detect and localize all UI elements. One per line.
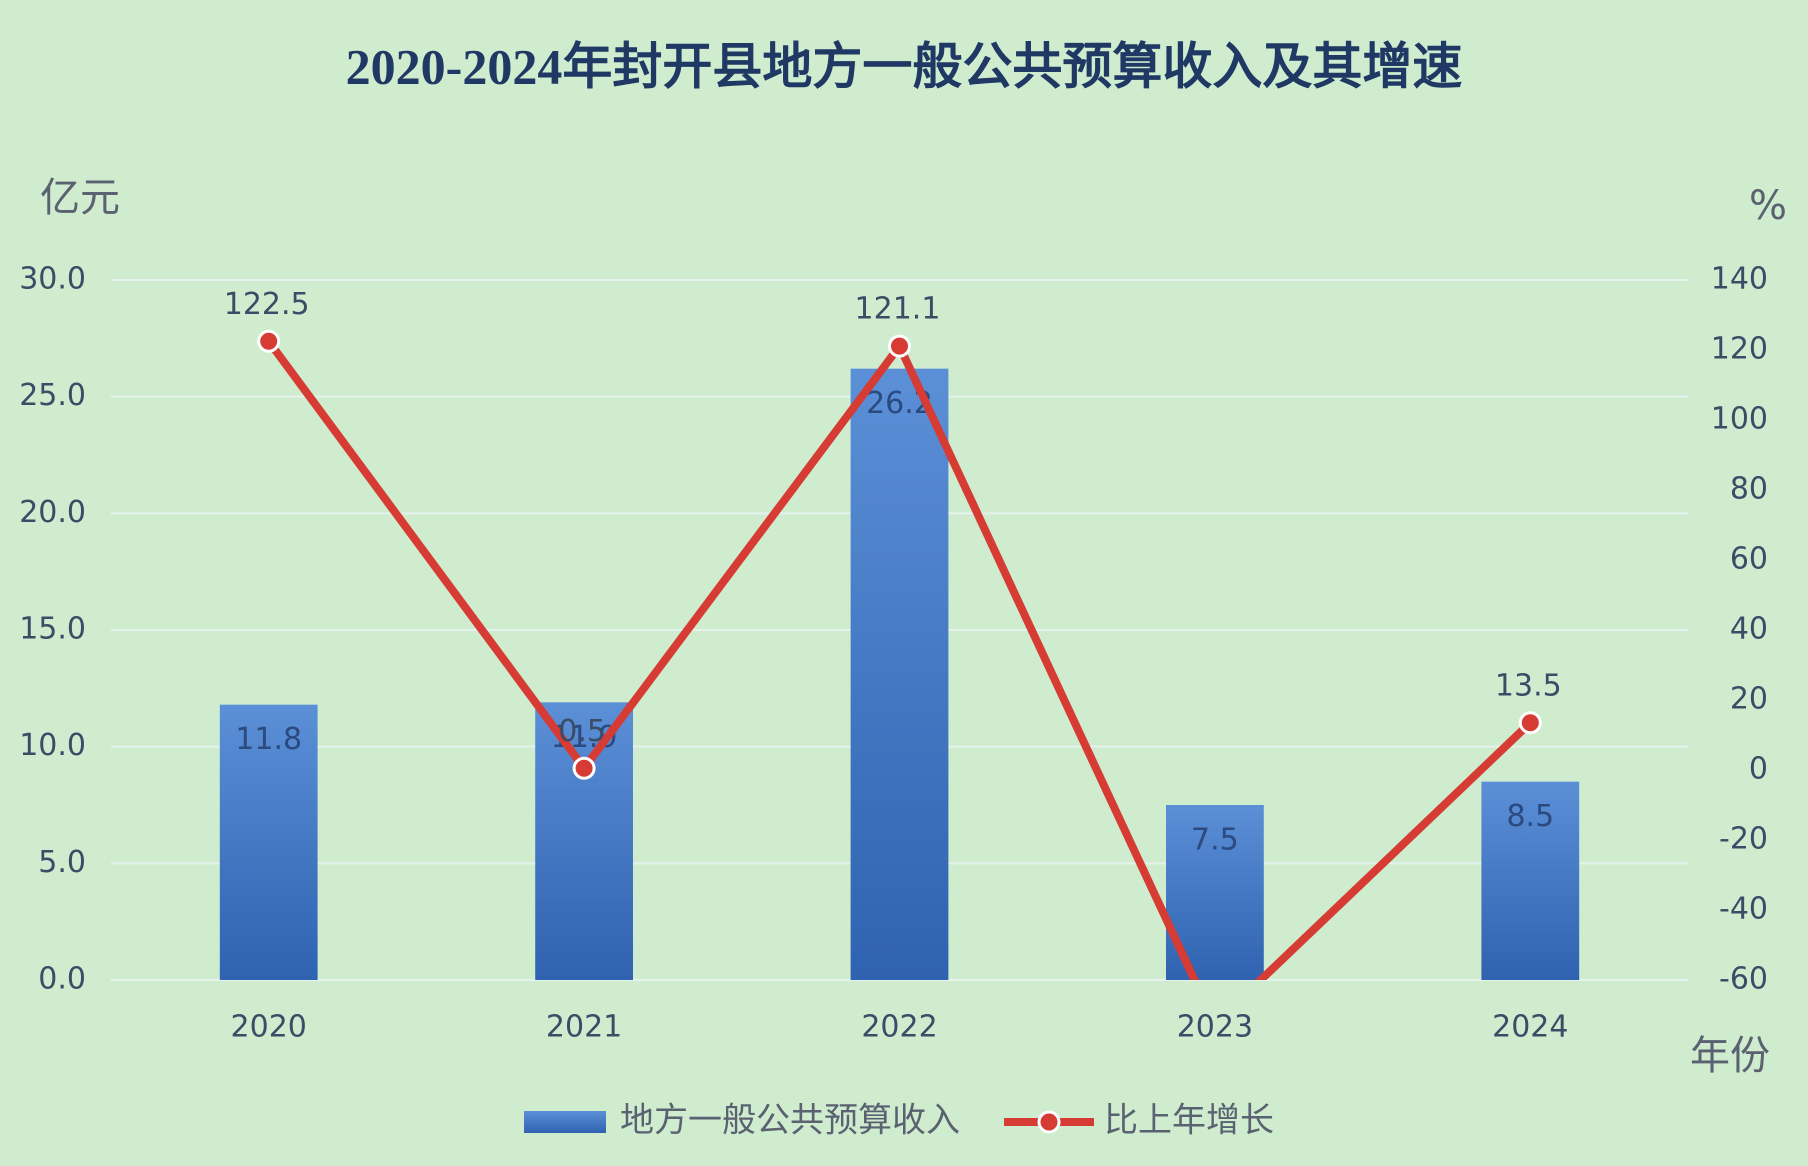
x-tick-label: 2023 [1177,1010,1253,1045]
y2-tick-label: -40 [1719,892,1768,927]
y-tick-label: 10.0 [19,728,86,763]
legend-label: 地方一般公共预算收入 [620,1101,960,1141]
bar [1481,781,1580,980]
x-tick-label: 2021 [546,1010,622,1045]
y-tick-label: 0.0 [38,962,86,997]
y2-tick-label: -60 [1719,962,1768,997]
line-point [572,756,596,780]
chart-title: 2020-2024年封开县地方一般公共预算收入及其增速 [346,38,1463,94]
y-tick-label: 15.0 [19,612,86,647]
y2-tick-label: -20 [1719,822,1768,857]
bar-value-label: 8.5 [1506,799,1554,834]
bar-value-label: 11.8 [235,722,302,757]
bar [535,702,633,980]
line-point [888,334,911,358]
y2-tick-label: 40 [1730,612,1768,647]
x-tick-label: 2024 [1492,1010,1568,1045]
legend-swatch [524,1111,606,1133]
y-tick-label: 20.0 [19,495,86,530]
y2-axis-label: % [1749,183,1787,229]
y-axis-label: 亿元 [40,175,120,221]
x-tick-label: 2020 [231,1010,307,1045]
bar [219,704,318,980]
y2-tick-label: 120 [1711,332,1768,367]
bar [850,368,949,981]
y2-tick-label: 20 [1730,682,1768,717]
legend-swatch-dot [1037,1110,1061,1134]
line-point [257,329,281,353]
y2-tick-label: 60 [1730,542,1768,577]
y2-tick-label: 0 [1749,752,1768,787]
line-value-label: 122.5 [224,287,310,322]
bar-value-label: 7.5 [1191,823,1239,858]
x-tick-label: 2022 [861,1010,937,1045]
legend-label: 比上年增长 [1104,1101,1274,1141]
y2-tick-label: 100 [1711,402,1768,437]
line-value-label: 13.5 [1495,668,1562,703]
line-point [1518,711,1542,735]
line-value-label: 121.1 [855,292,941,327]
y2-tick-label: 80 [1730,472,1768,507]
y-tick-label: 30.0 [19,262,86,297]
x-axis-label: 年份 [1690,1033,1770,1079]
y2-tick-label: 140 [1711,262,1768,297]
y-tick-label: 25.0 [19,378,86,413]
line-value-label: 0.5 [558,714,606,749]
y-tick-label: 5.0 [38,845,86,880]
